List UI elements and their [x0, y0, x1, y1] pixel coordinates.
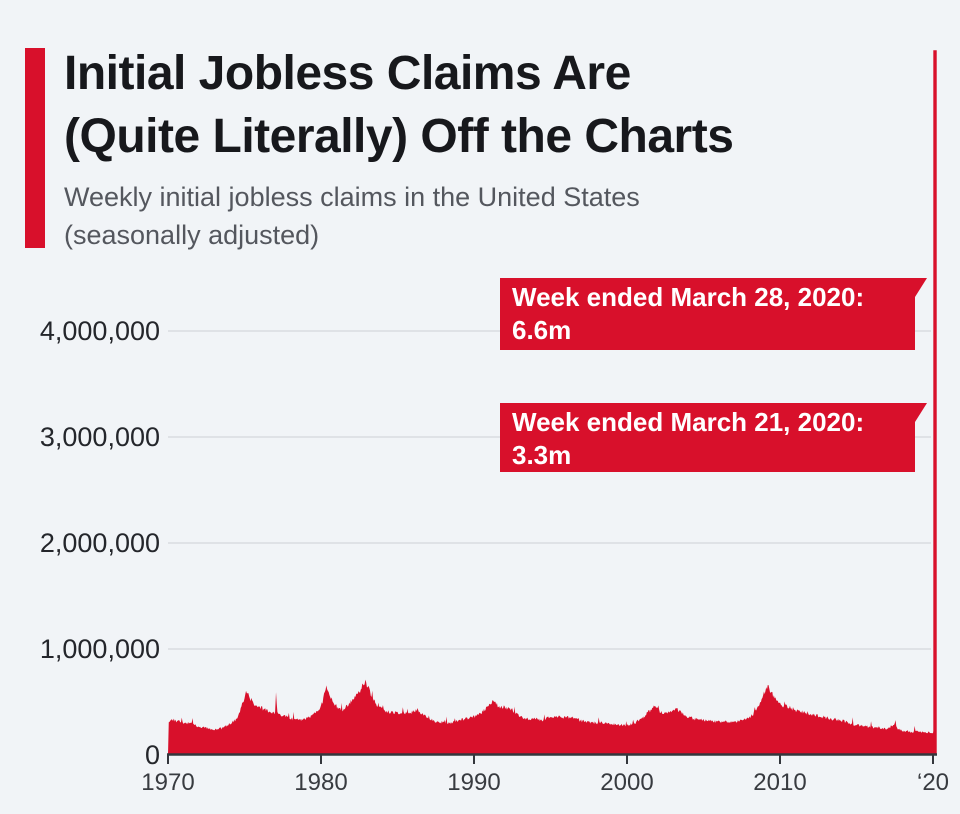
annotation-march-28-text: Week ended March 28, 2020: [512, 282, 865, 312]
y-axis-label-2000000: 2,000,000 [39, 528, 160, 558]
page-title: Initial Jobless Claims Are (Quite Litera… [64, 42, 924, 168]
x-axis-label-1980: 1980 [294, 769, 348, 796]
y-axis-label-1000000: 1,000,000 [39, 634, 160, 664]
x-axis-label-1970: 1970 [141, 769, 195, 796]
page-subtitle-line1: Weekly initial jobless claims in the Uni… [64, 182, 640, 212]
annotation-march-28-value: 6.6m [512, 315, 572, 345]
annotation-march-21-value: 3.3m [512, 440, 572, 470]
page-title-line1: Initial Jobless Claims Are [64, 47, 631, 100]
y-axis-label-4000000: 4,000,000 [39, 316, 160, 346]
page-subtitle-line2: (seasonally adjusted) [64, 220, 320, 250]
x-axis-label-2020: ‘20 [916, 769, 950, 796]
page-subtitle: Weekly initial jobless claims in the Uni… [64, 178, 924, 254]
annotation-week-ended-march-28: Week ended March 28, 2020: 6.6m [500, 278, 927, 350]
title-accent-bar [25, 48, 45, 248]
annotation-march-21-text: Week ended March 21, 2020: [512, 407, 865, 437]
y-axis-label-3000000: 3,000,000 [39, 422, 160, 452]
annotation-week-ended-march-21: Week ended March 21, 2020: 3.3m [500, 403, 927, 472]
x-axis-label-2010: 2010 [753, 769, 807, 796]
page-title-line2: (Quite Literally) Off the Charts [64, 110, 734, 163]
y-axis-label-0: 0 [144, 740, 160, 770]
x-axis-label-2000: 2000 [600, 769, 654, 796]
x-axis-label-1990: 1990 [447, 769, 501, 796]
